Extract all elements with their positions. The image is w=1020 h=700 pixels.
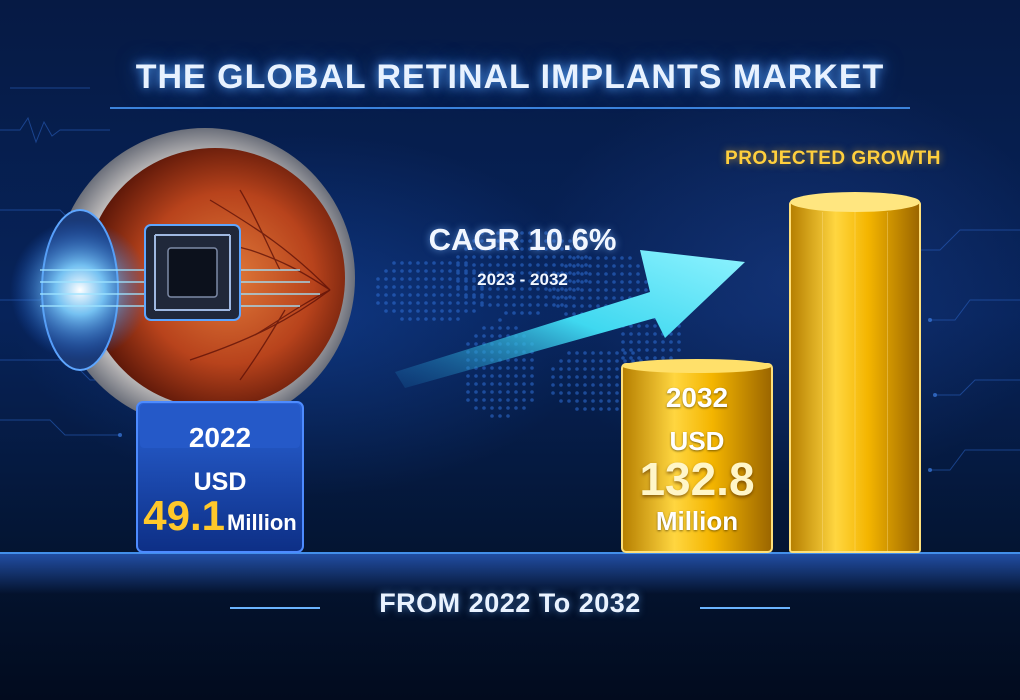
page-title: THE GLOBAL RETINAL IMPLANTS MARKET: [135, 58, 885, 96]
bar-2022-cap: [140, 404, 300, 448]
end-value-unit: Million: [655, 506, 739, 536]
cagr-label: CAGR 10.6%: [428, 222, 617, 257]
world-map-icon: [376, 231, 681, 418]
start-currency-label: USD: [193, 468, 247, 496]
end-year-label: 2032: [665, 382, 729, 413]
start-value: 49.1Million: [137, 492, 303, 540]
end-value: 132.8: [639, 453, 755, 505]
projected-growth-label: PROJECTED GROWTH: [725, 148, 941, 169]
footer-period: FROM 2022 To 2032: [379, 588, 641, 618]
bar-2032-panel-top: [622, 359, 772, 373]
end-currency-label: USD: [669, 426, 725, 456]
start-value-unit: Million: [227, 510, 297, 535]
start-year-label: 2022: [188, 422, 252, 453]
cagr-period: 2023 - 2032: [477, 270, 568, 289]
start-value-number: 49.1: [143, 492, 226, 539]
bar-2032-top: [790, 192, 920, 212]
